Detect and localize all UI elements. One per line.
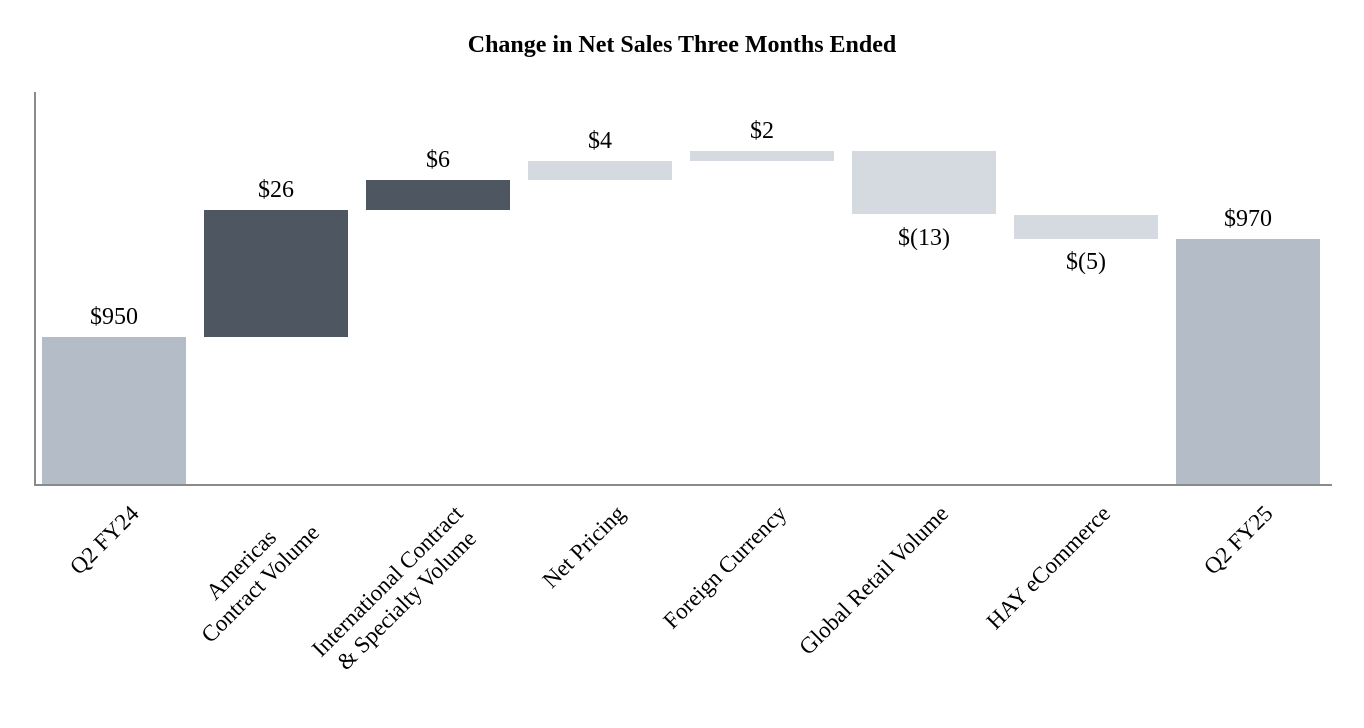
bar-hay-ecommerce [1014,214,1158,239]
x-axis-label-hay-ecommerce: HAY eCommerce [981,500,1116,635]
value-label-net-pricing: $4 [588,127,612,154]
x-axis-label-q2-fy24: Q2 FY24 [64,500,144,580]
x-axis-label-global-retail-volume: Global Retail Volume [794,500,954,660]
bar-global-retail-volume [852,150,996,215]
chart-title: Change in Net Sales Three Months Ended [467,32,897,58]
value-label-q2-fy24: $950 [90,304,138,330]
bar-q2-fy24 [42,337,186,484]
bar-foreign-currency [690,150,834,161]
x-axis-label-net-pricing: Net Pricing [536,500,630,594]
x-axis-label-line: Q2 FY24 [64,500,144,580]
value-label-international-contract-specialty-volume: $6 [426,147,450,174]
value-label-q2-fy25: $970 [1224,206,1272,232]
x-axis-label-line: Global Retail Volume [794,500,954,660]
bar-international-contract-specialty-volume [366,180,510,210]
bar-q2-fy25 [1176,239,1320,484]
x-axis-line [34,484,1332,486]
y-axis-line [34,92,36,486]
bar-net-pricing [528,160,672,181]
x-axis-label-international-contract-specialty-volume: International Contract & Specialty Volume [306,500,487,681]
x-axis-label-line: HAY eCommerce [981,500,1116,635]
value-label-hay-ecommerce: $(5) [1066,249,1106,275]
x-axis-label-line: Q2 FY25 [1198,500,1278,580]
value-label-foreign-currency: $2 [750,117,774,144]
value-label-americas-contract-volume: $26 [258,176,294,203]
bar-americas-contract-volume [204,209,348,337]
x-axis-label-line: Foreign Currency [658,500,792,634]
x-axis-label-q2-fy25: Q2 FY25 [1198,500,1278,580]
value-label-global-retail-volume: $(13) [898,224,950,251]
x-axis-label-foreign-currency: Foreign Currency [658,500,792,634]
x-axis-label-americas-contract-volume: Americas Contract Volume [177,500,325,648]
x-axis-label-line: Net Pricing [537,500,630,593]
